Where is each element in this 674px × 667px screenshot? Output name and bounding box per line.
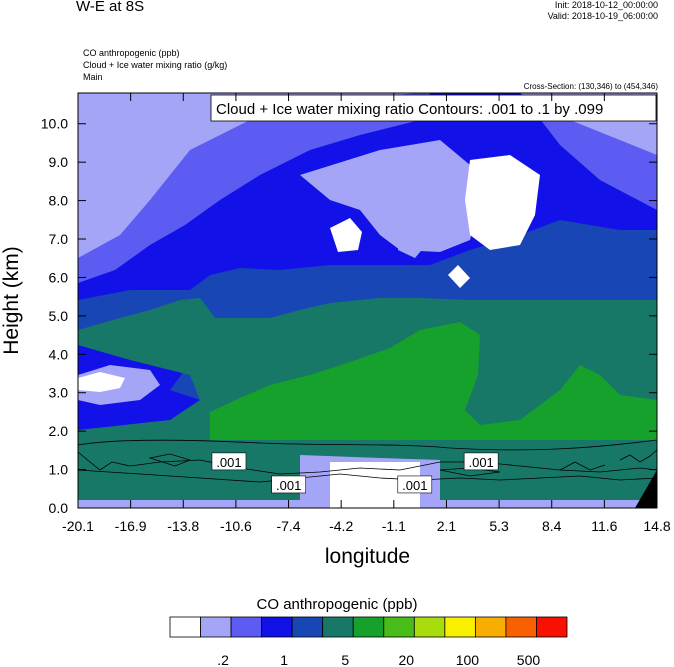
x-tick-label-7: 2.1: [437, 518, 457, 534]
y-tick-label-0: 0.0: [49, 500, 69, 516]
co-hole-1: [465, 155, 540, 250]
contour-label-0: .001: [216, 455, 241, 470]
contour-label-2: .001: [402, 478, 427, 493]
colorbar-label-5: 500: [517, 652, 541, 667]
field-line-1: CO anthropogenic (ppb): [83, 48, 180, 58]
x-tick-label-2: -13.8: [167, 518, 199, 534]
colorbar-swatch-4: [291, 616, 324, 638]
co-hole-8: [330, 462, 420, 508]
plot-title: W-E at 8S: [76, 0, 145, 15]
colorbar-title: CO anthropogenic (ppb): [256, 596, 418, 613]
co-hole-4: [448, 265, 470, 288]
y-tick-label-6: 6.0: [49, 269, 69, 285]
y-tick-label-10: 10.0: [41, 116, 68, 132]
x-tick-label-8: 5.3: [489, 518, 509, 534]
x-tick-label-5: -4.2: [329, 518, 353, 534]
x-tick-label-6: -1.1: [382, 518, 406, 534]
contour-label-box-3: [463, 452, 499, 471]
contour-label-box-1: [271, 475, 306, 494]
init-time: Init: 2018-10-12_00:00:00: [554, 0, 658, 10]
y-tick-label-7: 7.0: [49, 231, 69, 247]
colorbar-label-0: .2: [217, 652, 229, 667]
co-hole-2: [330, 218, 362, 252]
colorbar-swatch-9: [444, 616, 476, 638]
cloud-contour-0: [78, 439, 657, 451]
valid-time: Valid: 2018-10-19_06:00:00: [547, 11, 658, 21]
colorbar-swatch-5: [322, 616, 354, 638]
x-tick-label-10: 11.6: [591, 518, 617, 534]
colorbar-swatch-8: [413, 616, 446, 638]
contour-label-box-2: [397, 475, 433, 494]
field-line-2: Cloud + Ice water mixing ratio (g/kg): [83, 60, 228, 70]
terrain-fill: [635, 470, 657, 508]
x-tick-label-11: 14.8: [643, 518, 670, 534]
cloud-contour-4: [559, 461, 606, 471]
y-tick-label-4: 4.0: [49, 346, 69, 362]
contour-info-text: Cloud + Ice water mixing ratio Contours:…: [216, 101, 603, 118]
cloud-contour-3: [619, 449, 657, 463]
y-tick-label-8: 8.0: [49, 193, 69, 209]
co-hole-6: [78, 372, 125, 392]
cloud-contour-6: [439, 467, 501, 477]
x-tick-label-1: -16.9: [115, 518, 147, 534]
colorbar-swatch-10: [474, 616, 507, 638]
contour-label-3: .001: [468, 455, 493, 470]
co-hole-3: [398, 220, 430, 258]
colorbar-swatch-12: [536, 616, 568, 638]
colorbar-label-3: 20: [399, 652, 415, 667]
x-tick-label-9: 8.4: [542, 518, 562, 534]
y-tick-label-3: 3.0: [49, 385, 69, 401]
colorbar-swatch-2: [230, 616, 263, 638]
x-axis-title: longitude: [325, 545, 410, 568]
x-tick-label-4: -7.4: [276, 518, 300, 534]
y-tick-label-2: 2.0: [49, 423, 69, 439]
y-tick-label-5: 5.0: [49, 308, 69, 324]
colorbar-swatch-6: [352, 616, 385, 638]
colorbar-label-4: 100: [456, 652, 480, 667]
co-band-5: [210, 322, 657, 440]
cloud-contour-5: [148, 453, 192, 467]
colorbar-swatch-11: [505, 616, 537, 638]
colorbar-swatch-0: [169, 616, 201, 638]
contour-label-box-0: [211, 452, 247, 471]
colorbar-swatch-7: [383, 616, 415, 638]
y-tick-label-9: 9.0: [49, 154, 69, 170]
co-hole-0: [300, 140, 480, 252]
x-tick-label-3: -10.6: [220, 518, 252, 534]
y-axis-title: Height (km): [0, 246, 23, 355]
colorbar-label-1: 1: [280, 652, 288, 667]
y-tick-label-1: 1.0: [49, 462, 69, 478]
contour-label-1: .001: [276, 478, 301, 493]
colorbar-swatch-3: [261, 616, 293, 638]
field-line-3: Main: [83, 72, 103, 82]
x-tick-label-0: -20.1: [62, 518, 94, 534]
heatmap-fill: [78, 93, 657, 508]
colorbar-swatch-1: [200, 616, 232, 638]
cross-section-label: Cross-Section: (130,346) to (454,346): [523, 82, 658, 91]
colorbar-label-2: 5: [341, 652, 349, 667]
contour-info-box: [210, 94, 657, 122]
plot-frame: [77, 92, 658, 509]
